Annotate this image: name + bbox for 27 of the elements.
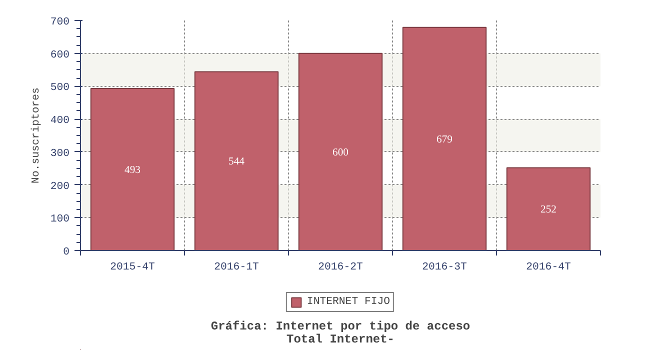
bar [298,52,383,250]
y-tick-label: 600 [50,49,70,62]
legend-label: INTERNET FIJO [306,296,390,308]
bar [194,71,279,250]
bar [90,88,175,250]
data-label: 600 [332,147,348,158]
y-axis-title: No.suscriptores [30,88,42,184]
x-tick-label: 2015-4T [110,262,155,274]
y-tick-label: 100 [50,214,70,226]
x-tick-label: 2016-4T [526,262,571,274]
bar [402,26,487,250]
data-label: 252 [540,204,556,216]
y-tick-label: 300 [50,148,70,160]
text: Total Internet- [286,332,395,346]
data-label: 679 [436,134,452,146]
x-tick-label: 2016-2T [318,262,363,274]
text: Gráfica: Internet por tipo de acceso [210,320,470,334]
y-tick-label: 700 [50,16,70,28]
y-tick-label: 200 [50,180,70,193]
y-tick-label: 500 [50,82,70,94]
bar [506,167,591,250]
x-tick-label: 2016-3T [422,262,467,274]
data-label: 493 [124,165,140,176]
y-tick-label: 0 [63,246,70,258]
x-tick-label: 2016-1T [214,262,259,274]
data-label: 544 [228,156,246,168]
y-tick-label: 400 [50,115,70,128]
